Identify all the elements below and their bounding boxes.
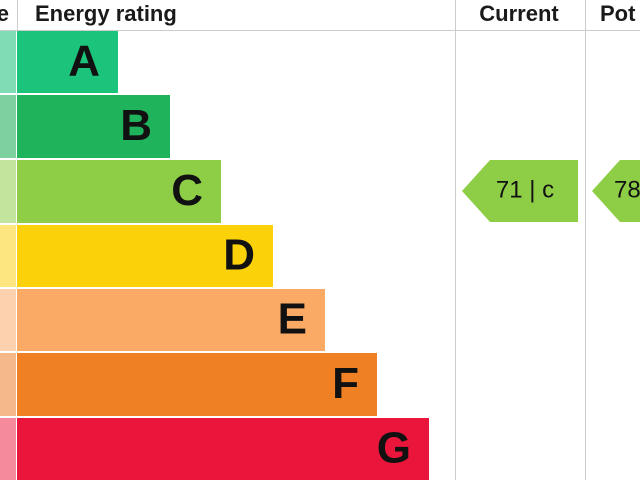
score-strip [0, 418, 16, 480]
potential-rating: 78 [614, 176, 640, 203]
score-strip [0, 160, 16, 223]
rating-band [17, 289, 325, 351]
rating-band [17, 225, 273, 287]
potential-header: Pot [600, 1, 636, 26]
score-strip [0, 353, 16, 416]
current-arrow [462, 160, 578, 222]
band-letter: E [278, 295, 307, 344]
current-rating: 71 | c [496, 176, 554, 203]
band-letter: C [171, 166, 203, 215]
potential-arrow [592, 160, 640, 222]
band-letter: A [68, 37, 100, 86]
score-strip [0, 31, 16, 93]
score-strip [0, 225, 16, 287]
current-header: Current [479, 1, 559, 26]
score-strip [0, 289, 16, 351]
score-header: e [0, 1, 9, 26]
rating-band [17, 160, 221, 223]
band-letter: B [120, 101, 152, 150]
score-strip [0, 95, 16, 158]
band-letter: F [332, 359, 359, 408]
rating-header: Energy rating [35, 1, 177, 26]
rating-band [17, 418, 429, 480]
rating-band [17, 95, 170, 158]
rating-band [17, 353, 377, 416]
band-letter: D [223, 231, 255, 280]
rating-band [17, 31, 118, 93]
band-letter: G [377, 424, 411, 473]
